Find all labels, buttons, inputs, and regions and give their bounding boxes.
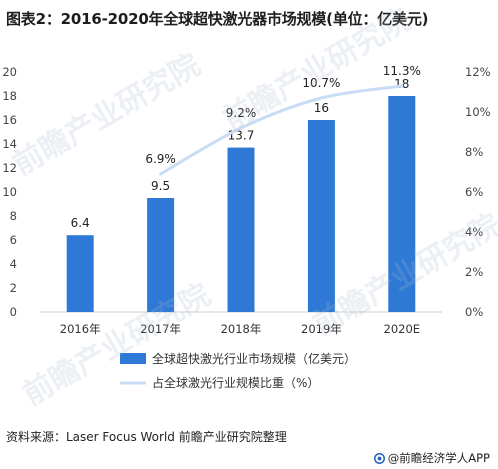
y-tick-label: 20 [2, 65, 17, 79]
brand-credit: @前瞻经济学人APP [373, 450, 490, 466]
bar [227, 147, 255, 312]
y-tick-label: 6 [10, 233, 17, 247]
line-data-label: 11.3% [383, 64, 421, 78]
source-note: 资料来源：Laser Focus World 前瞻产业研究院整理 [6, 430, 287, 444]
y2-tick-label: 12% [465, 65, 491, 79]
y-tick-label: 4 [10, 257, 17, 271]
y-tick-label: 8 [10, 209, 17, 223]
bar-data-label: 9.5 [151, 179, 170, 193]
y-tick-label: 18 [2, 89, 17, 103]
y-tick-label: 10 [2, 185, 17, 199]
legend-line-label: 占全球激光行业规模比重（%） [152, 375, 319, 390]
x-tick-label: 2017年 [140, 322, 181, 336]
bar-data-label: 18 [394, 77, 409, 91]
share-line [159, 84, 404, 176]
y2-tick-label: 2% [465, 265, 483, 279]
bar [147, 198, 175, 312]
y2-tick-label: 10% [465, 105, 491, 119]
y-tick-label: 2 [10, 281, 17, 295]
bar [388, 96, 416, 312]
chart-title: 图表2：2016-2020年全球超快激光器市场规模(单位：亿美元) [6, 10, 429, 28]
x-tick-label: 2020E [384, 322, 421, 336]
bar [66, 235, 94, 312]
x-tick-label: 2018年 [221, 322, 262, 336]
bar-data-label: 13.7 [228, 129, 255, 143]
bar-data-label: 6.4 [71, 216, 90, 230]
x-tick-label: 2016年 [60, 322, 101, 336]
line-data-label: 6.9% [145, 152, 176, 166]
bar [307, 120, 335, 312]
y-tick-label: 12 [2, 161, 17, 175]
y-tick-label: 16 [2, 113, 17, 127]
y2-tick-label: 6% [465, 185, 483, 199]
y2-tick-label: 8% [465, 145, 483, 159]
y2-tick-label: 0% [465, 305, 483, 319]
legend-bar-label: 全球超快激光行业市场规模（亿美元） [152, 351, 356, 366]
legend-bar-swatch [120, 353, 146, 364]
brand-logo-icon [373, 452, 385, 464]
y2-tick-label: 4% [465, 225, 483, 239]
bar-data-label: 16 [314, 101, 329, 115]
line-data-label: 9.2% [226, 106, 257, 120]
y-tick-label: 0 [10, 305, 17, 319]
x-tick-label: 2019年 [301, 322, 342, 336]
brand-text: @前瞻经济学人APP [387, 451, 490, 465]
y-tick-label: 14 [2, 137, 17, 151]
line-data-label: 10.7% [302, 76, 340, 90]
